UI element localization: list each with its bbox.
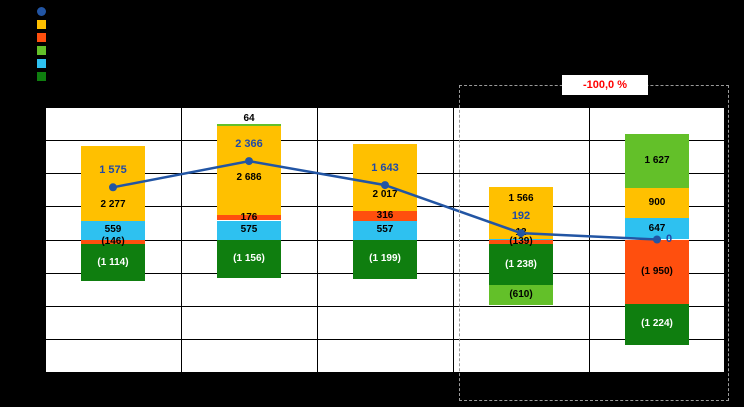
line-value-label: 1 643 (371, 162, 399, 175)
bar-segment-label: 316 (376, 209, 394, 221)
percent-change-label: -100,0 % (582, 79, 628, 91)
bar-segment-dark-green (217, 239, 281, 278)
bar-segment-orange (81, 239, 145, 245)
bar-segment-label: (139) (509, 235, 533, 247)
grid-line-horizontal (45, 305, 725, 307)
bar-segment-label: 557 (376, 224, 394, 236)
bar-segment-dark-green (353, 239, 417, 280)
bar-segment-label: (1 238) (505, 258, 537, 270)
bar-segment-label: 575 (240, 224, 258, 235)
bar-segment-label: 647 (648, 222, 666, 234)
line-value-label: 1 575 (99, 164, 127, 177)
grid-line-vertical (181, 107, 182, 372)
bar-segment-dark-green (489, 244, 553, 286)
legend-marker-light-green-series (37, 46, 46, 55)
line-value-label: 2 366 (235, 138, 263, 151)
line-value-label: 192 (511, 210, 531, 223)
bar-segment-label: 2 017 (372, 189, 398, 201)
legend-marker-cyan-series (37, 59, 46, 68)
line-value-label: 0 (666, 232, 673, 245)
grid-line-vertical (589, 107, 590, 372)
grid-line-horizontal (45, 372, 725, 373)
legend-marker-amber-series (37, 20, 46, 29)
percent-change-annotation: -100,0 % (562, 75, 648, 95)
bar-segment-dark-green (625, 304, 689, 345)
grid-line-vertical (45, 107, 46, 372)
grid-line-vertical (724, 107, 725, 372)
bar-segment-label: (1 950) (641, 265, 673, 277)
bar-segment-light-green (489, 285, 553, 306)
legend-marker-orange-series (37, 33, 46, 42)
plot-area: 2 277 559 (146) (1 114) 64 2 686 176 575 (1 156)… (45, 107, 725, 373)
bar-segment-orange (625, 239, 689, 305)
bar-segment-label: 559 (104, 224, 122, 236)
bar-segment-label: 1 566 (508, 193, 534, 205)
bar-segment-label: (1 156) (233, 252, 265, 264)
legend (37, 7, 46, 81)
bar-segment-label: 900 (648, 197, 666, 209)
bar-segment-label: 176 (240, 211, 258, 223)
bar-segment-label: (610) (509, 289, 533, 301)
legend-marker-dark-green-series (37, 72, 46, 81)
bar-segment-label: (1 199) (369, 253, 401, 265)
bar-segment-label: (146) (101, 235, 125, 247)
bar-segment-label: (1 114) (97, 256, 129, 268)
grid-line-horizontal (45, 338, 725, 340)
bar-segment-light-green (217, 123, 281, 126)
grid-line-vertical (453, 107, 454, 372)
bar-segment-orange (489, 239, 553, 245)
bar-segment-label: 2 277 (100, 199, 126, 211)
bar-segment-dark-green (81, 244, 145, 282)
bar-segment-label: 2 686 (236, 172, 262, 184)
grid-line-horizontal (45, 140, 725, 142)
bar-segment-label: 64 (243, 112, 255, 124)
bar-segment-label: (1 224) (641, 318, 673, 330)
legend-marker-line-series (37, 7, 46, 16)
bar-segment-label: 1 627 (644, 155, 670, 167)
grid-line-vertical (317, 107, 318, 372)
grid-line-horizontal (45, 107, 725, 108)
